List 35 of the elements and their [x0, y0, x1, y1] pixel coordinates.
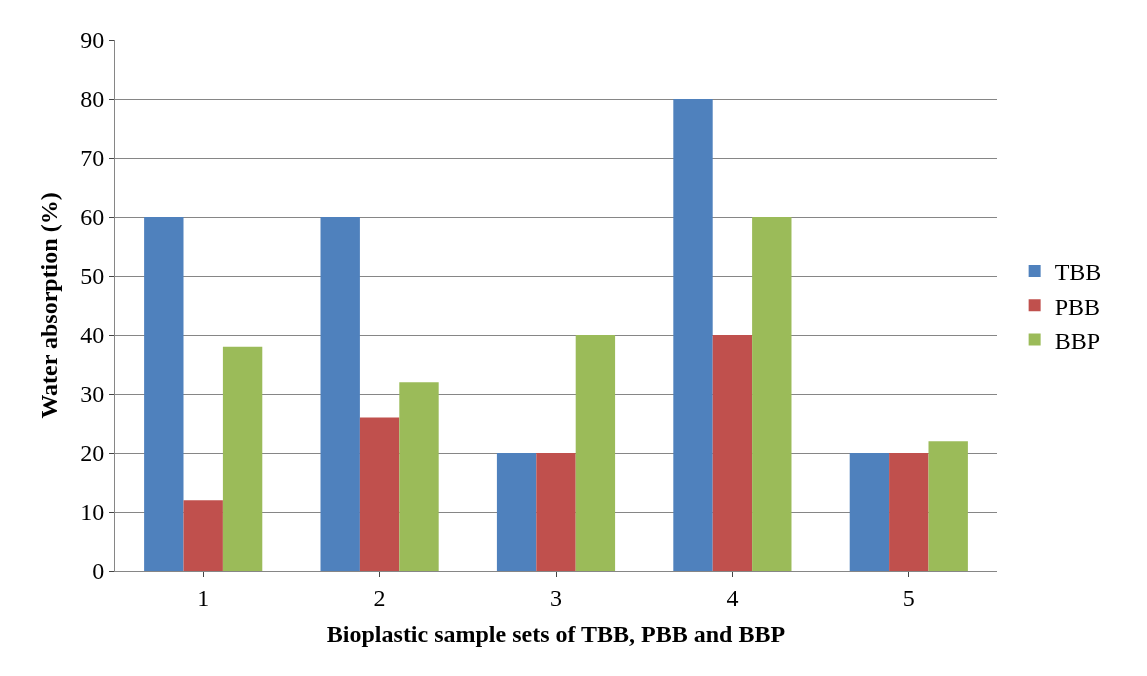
bar — [183, 500, 223, 571]
y-tick-label: 90 — [80, 27, 105, 54]
y-tick-label: 30 — [80, 381, 105, 408]
y-tick-label: 70 — [80, 145, 105, 172]
bar — [496, 453, 537, 571]
y-tick-label: 40 — [80, 322, 105, 349]
bar — [889, 453, 929, 571]
bar — [144, 217, 184, 571]
y-tick-label: 80 — [80, 86, 105, 113]
bar — [712, 335, 753, 571]
y-axis-title: Water absorption (%) — [36, 192, 63, 419]
y-tick-label: 60 — [80, 204, 105, 231]
bar — [359, 417, 400, 571]
y-tick-label: 0 — [92, 558, 105, 585]
x-tick-label: 3 — [550, 584, 562, 611]
y-tick-label: 10 — [80, 499, 105, 526]
legend-label: PBB — [1054, 293, 1101, 320]
x-tick-label: 4 — [726, 584, 739, 611]
bar — [849, 453, 890, 571]
bar — [752, 217, 792, 571]
x-tick-label: 2 — [373, 584, 386, 611]
x-tick-label: 1 — [197, 584, 210, 611]
x-tick-label: 5 — [902, 584, 915, 611]
y-tick-label: 20 — [80, 440, 105, 467]
bar — [399, 382, 439, 571]
bar — [222, 346, 263, 571]
y-tick-label: 50 — [80, 263, 105, 290]
bar — [928, 441, 968, 571]
x-axis-title: Bioplastic sample sets of TBB, PBB and BBP — [326, 621, 786, 648]
bar — [673, 99, 713, 571]
legend-label: BBP — [1054, 327, 1101, 354]
bar — [320, 217, 360, 571]
bar — [575, 335, 616, 571]
bar — [536, 453, 576, 571]
legend-label: TBB — [1054, 259, 1102, 286]
